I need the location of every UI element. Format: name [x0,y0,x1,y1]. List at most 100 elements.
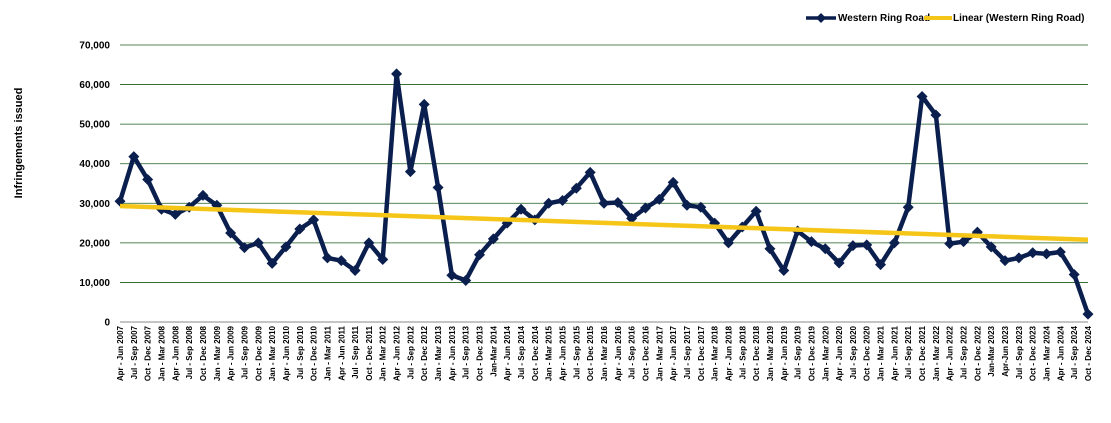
x-tick-label: Apr - Jun 2017 [669,325,678,381]
y-tick-label: 20,000 [79,238,110,249]
data-point [598,197,610,209]
x-tick-label: Jan - Mar 2010 [268,325,277,381]
x-tick-label: Oct - Dec 2007 [144,325,153,381]
data-point [681,199,693,211]
data-point [418,98,430,110]
data-point [653,193,665,205]
trend-line-linear [119,203,1089,242]
legend-item-western-ring-road: Western Ring Road [806,13,930,24]
x-tick-label: Jul - Sep 2024 [1070,325,1079,379]
data-point [266,257,278,269]
x-tick-label: Oct - Dec 2008 [199,325,208,381]
data-point [722,237,734,249]
x-tick-label: Jul - Sep 2016 [628,325,637,379]
x-tick-label: Jul - Sep 2017 [683,325,692,379]
data-point [557,195,569,207]
x-tick-label: Jan - Mar 2013 [434,325,443,381]
x-tick-label: Apr - Jun 2020 [835,325,844,381]
y-axis-label: Infringements issued [13,88,25,199]
data-point [294,223,306,235]
x-tick-label: Oct - Dec 2015 [586,325,595,381]
y-tick-label: 30,000 [79,199,110,210]
x-tick-label: Jul - Sep 2009 [240,325,249,379]
data-point [321,252,333,264]
x-tick-label: Jan - Mar 2018 [711,325,720,381]
data-point [349,265,361,277]
data-point [584,166,596,178]
x-tick-label: Apr - Jun 2008 [171,325,180,381]
x-tick-label: Apr - Jun 2021 [890,325,899,381]
data-point [1082,308,1094,320]
data-point [377,253,389,265]
x-tick-label: Jan - Mar 2012 [379,325,388,381]
x-tick-label: Jan - Mar 2019 [766,325,775,381]
x-tick-label: Oct - Dec 2024 [1084,325,1093,381]
data-point [238,242,250,254]
series-markers [114,68,1094,320]
x-axis-ticks: Apr - Jun 2007 Jul - Sep 2007 Oct - Dec 20… [116,325,1093,381]
data-point [750,205,762,217]
legend: Western Ring Road Linear (Western Ring R… [806,13,1085,24]
data-point [142,174,154,186]
data-point [985,241,997,253]
data-point [639,202,651,214]
data-point [833,257,845,269]
x-tick-label: Jul - Sep 2012 [406,325,415,379]
data-point [363,237,375,249]
y-tick-label: 50,000 [79,120,110,131]
data-point [1054,246,1066,258]
data-point [902,201,914,213]
x-tick-label: Oct - Dec 2013 [476,325,485,381]
x-tick-label: Jul - Sep 2023 [1015,325,1024,379]
x-tick-label: Jan-Mar 2014 [489,325,498,376]
legend-label-western-ring-road: Western Ring Road [838,13,930,24]
x-tick-label: Apr - Jun 2015 [559,325,568,381]
data-point [308,214,320,226]
data-point [169,208,181,220]
data-point [1013,252,1025,264]
data-point [612,196,624,208]
x-tick-label: Jul - Sep 2011 [351,325,360,378]
x-tick-label: Jul - Sep 2020 [849,325,858,379]
data-point [225,227,237,239]
x-tick-label: Jan - Mar 2011 [323,325,332,380]
y-tick-label: 60,000 [79,80,110,91]
data-point [958,236,970,248]
x-tick-label: Apr - Jun 2012 [393,325,402,381]
x-tick-label: Oct - Dec 2022 [973,325,982,381]
data-point [543,197,555,209]
data-point [847,240,859,252]
x-tick-label: Jul - Sep 2022 [960,325,969,379]
x-tick-label: Oct - Dec 2019 [807,325,816,381]
x-tick-label: Oct - Dec 2010 [310,325,319,381]
x-tick-label: Jul - Sep 2008 [185,325,194,379]
data-point [487,233,499,245]
y-axis-ticks: 0 10,000 20,000 30,000 40,000 50,000 60,000 70,… [79,41,110,329]
data-point [1041,248,1053,260]
x-tick-label: Oct - Dec 2021 [918,325,927,381]
data-point [446,269,458,281]
data-point [667,176,679,188]
x-tick-label: Jul - Sep 2010 [296,325,305,379]
legend-item-linear: Linear (Western Ring Road) [924,13,1085,24]
x-tick-label: Jul - Sep 2007 [130,325,139,379]
x-tick-label: Jul - Sep 2013 [462,325,471,379]
data-point [888,237,900,249]
x-tick-label: Apr - Jun 2013 [448,325,457,381]
x-tick-label: Apr - Jun 2016 [614,325,623,381]
x-tick-label: Jan - Mar 2016 [600,325,609,381]
series-line-western-ring-road [117,71,1091,315]
data-point [778,265,790,277]
data-point [861,239,873,251]
x-tick-label: Oct - Dec 2020 [863,325,872,381]
data-point [626,212,638,224]
x-tick-label: Oct - Dec 2011 [365,325,374,380]
x-tick-label: Apr - Jun 2024 [1056,325,1065,381]
data-point [460,274,472,286]
y-tick-label: 40,000 [79,159,110,170]
x-tick-label: Jan - Mar 2015 [545,325,554,381]
x-tick-label: Jul - Sep 2019 [794,325,803,379]
x-tick-label: Jul - Sep 2021 [904,325,913,379]
data-point [764,243,776,255]
data-point [391,68,403,80]
